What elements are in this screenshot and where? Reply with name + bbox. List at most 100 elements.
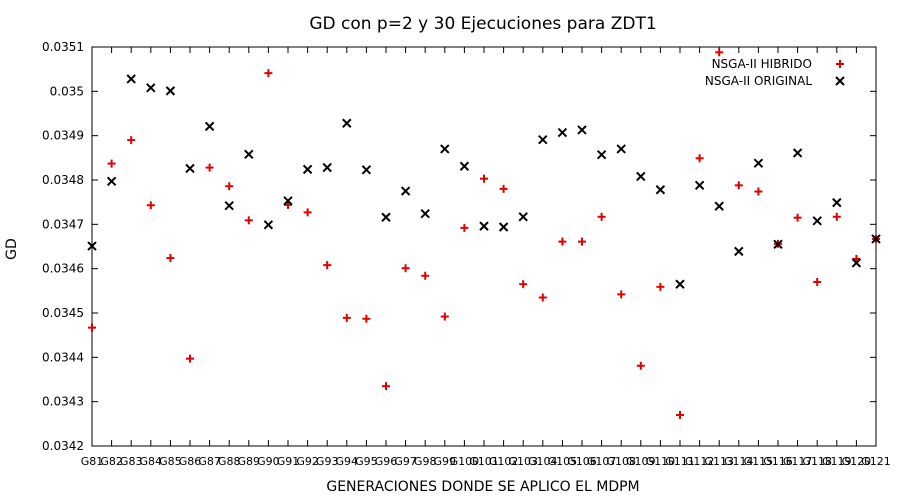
hibrido-point: [421, 271, 430, 280]
original-point: [675, 279, 685, 289]
x-tick-label: G108: [606, 455, 636, 468]
marker-stroke: [459, 161, 470, 171]
x-tick-label: G111: [665, 455, 695, 468]
marker-stroke: [753, 158, 764, 168]
marker-stroke: [244, 149, 254, 159]
hibrido-point: [440, 312, 449, 321]
x-tick-label: G92: [296, 455, 319, 468]
hibrido-point: [342, 313, 351, 322]
original-point: [851, 258, 862, 268]
y-tick-label: 0.0349: [42, 129, 84, 143]
original-point: [283, 196, 293, 206]
hibrido-point: [244, 216, 253, 225]
chart-title: GD con p=2 y 30 Ejecuciones para ZDT1: [309, 14, 656, 34]
marker-stroke: [361, 165, 372, 175]
marker-stroke: [420, 208, 430, 219]
legend-label: NSGA-II ORIGINAL: [705, 74, 812, 88]
marker-stroke: [106, 176, 117, 187]
x-tick-label: G104: [528, 455, 558, 468]
original-point: [361, 165, 372, 175]
original-point: [694, 180, 705, 191]
marker-stroke: [557, 127, 568, 138]
original-point: [773, 239, 783, 249]
x-tick-label: G85: [159, 455, 182, 468]
original-point: [302, 164, 313, 175]
hibrido-point: [734, 181, 743, 190]
hibrido-point: [793, 213, 802, 222]
original-point: [714, 201, 724, 211]
original-point: [185, 163, 195, 174]
marker-stroke: [479, 221, 489, 231]
original-point: [812, 216, 822, 226]
x-tick-label: G112: [685, 455, 715, 468]
x-tick-label: G84: [140, 455, 163, 468]
marker-stroke: [832, 197, 842, 208]
marker-stroke: [636, 171, 646, 182]
x-tick-label: G96: [375, 455, 398, 468]
original-point: [224, 201, 234, 211]
original-point: [832, 197, 842, 208]
original-point: [165, 86, 176, 96]
hibrido-point: [754, 187, 763, 196]
x-tick-label: G93: [316, 455, 339, 468]
marker-stroke: [146, 83, 156, 93]
hibrido-point: [676, 410, 684, 419]
marker-stroke: [577, 125, 587, 135]
hibrido-point: [166, 254, 175, 263]
x-tick-label: G91: [277, 455, 300, 468]
hibrido-point: [225, 182, 234, 191]
marker-stroke: [165, 86, 176, 96]
x-tick-label: G110: [646, 455, 676, 468]
marker-stroke: [851, 258, 862, 268]
original-point: [263, 220, 274, 230]
hibrido-point: [636, 361, 645, 370]
y-tick-label: 0.0347: [42, 217, 84, 231]
marker-stroke: [734, 246, 744, 257]
original-point: [498, 222, 509, 232]
y-axis-ticks: 0.0342 0.0343 0.0344 0.0345 0.0346 0.0347 0.03…: [42, 40, 876, 453]
y-axis-label: GD: [4, 238, 20, 260]
legend: NSGA-II HIBRIDO NSGA-II ORIGINAL: [705, 57, 845, 88]
x-tick-label: G101: [469, 455, 499, 468]
y-tick-label: 0.0348: [42, 173, 84, 187]
x-tick-label: G88: [218, 455, 241, 468]
original-point: [557, 127, 568, 138]
x-tick-label: G105: [548, 455, 578, 468]
hibrido-point: [499, 184, 508, 193]
x-axis-ticks: G81G82G83G84G85G86G87G88G89G90G91G92G93G…: [81, 47, 891, 468]
hibrido-point: [519, 280, 528, 289]
x-tick-label: G120: [842, 455, 872, 468]
marker-stroke: [596, 150, 607, 160]
hibrido-point: [578, 237, 586, 246]
hibrido-point: [382, 382, 390, 391]
marker-stroke: [694, 180, 705, 191]
marker-stroke: [263, 220, 274, 230]
marker-stroke: [655, 185, 666, 195]
x-tick-label: G94: [336, 455, 359, 468]
marker-stroke: [302, 164, 313, 175]
original-point: [792, 148, 803, 158]
hibrido-point: [832, 212, 841, 221]
marker-stroke: [283, 196, 293, 206]
original-point: [577, 125, 587, 135]
x-tick-label: G109: [626, 455, 656, 468]
marker-stroke: [835, 76, 845, 86]
marker-stroke: [518, 212, 528, 222]
marker-stroke: [87, 241, 97, 251]
x-tick-label: G82: [100, 455, 123, 468]
legend-marker: [836, 60, 844, 68]
x-tick-label: G83: [120, 455, 143, 468]
original-point: [420, 208, 430, 219]
marker-stroke: [185, 163, 195, 174]
hibrido-point: [617, 290, 626, 299]
hibrido-point: [401, 264, 410, 273]
original-point: [459, 161, 470, 171]
marker-stroke: [204, 121, 215, 132]
hibrido-point: [362, 314, 371, 323]
x-tick-label: G113: [704, 455, 734, 468]
original-point: [596, 150, 607, 160]
x-tick-label: G81: [81, 455, 104, 468]
x-tick-label: G114: [724, 455, 754, 468]
marker-stroke: [616, 144, 626, 154]
